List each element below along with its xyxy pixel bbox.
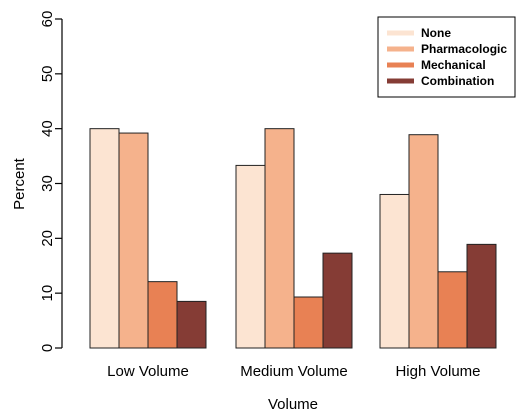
legend-label: Mechanical [421,58,486,72]
y-tick-label: 40 [39,120,56,137]
bar-combination-3 [466,243,497,349]
bar-mechanical-1 [147,281,178,349]
bar-none-2 [235,164,266,349]
y-tick-label: 0 [39,344,56,352]
y-axis: 0 10 20 30 40 50 60 [39,11,63,352]
x-category-label: Low Volume [107,363,189,380]
bar-mechanical-2 [293,296,324,349]
x-category-label: High Volume [395,363,480,380]
y-tick-label: 10 [39,285,56,302]
bar-none-1 [89,128,120,349]
bar-combination-1 [176,300,207,349]
y-axis-title: Percent [11,157,28,210]
bars [89,128,497,349]
legend-label: Pharmacologic [421,42,507,56]
legend: None Pharmacologic Mechanical Combination [377,16,516,98]
legend-box [377,16,516,98]
x-axis-labels: Low Volume Medium Volume High Volume [107,363,480,380]
bar-pharmacologic-2 [264,128,295,349]
bar-pharmacologic-1 [118,132,149,349]
bar-none-3 [379,193,410,349]
bar-pharmacologic-3 [408,134,439,349]
x-axis-title: Volume [268,396,318,413]
bar-combination-2 [322,252,353,349]
y-tick-label: 50 [39,65,56,82]
y-tick-label: 20 [39,230,56,247]
legend-label: Combination [421,74,494,88]
y-tick-label: 30 [39,175,56,192]
legend-label: None [421,26,451,40]
x-category-label: Medium Volume [240,363,348,380]
y-tick-label: 60 [39,11,56,28]
bar-mechanical-3 [437,271,468,349]
